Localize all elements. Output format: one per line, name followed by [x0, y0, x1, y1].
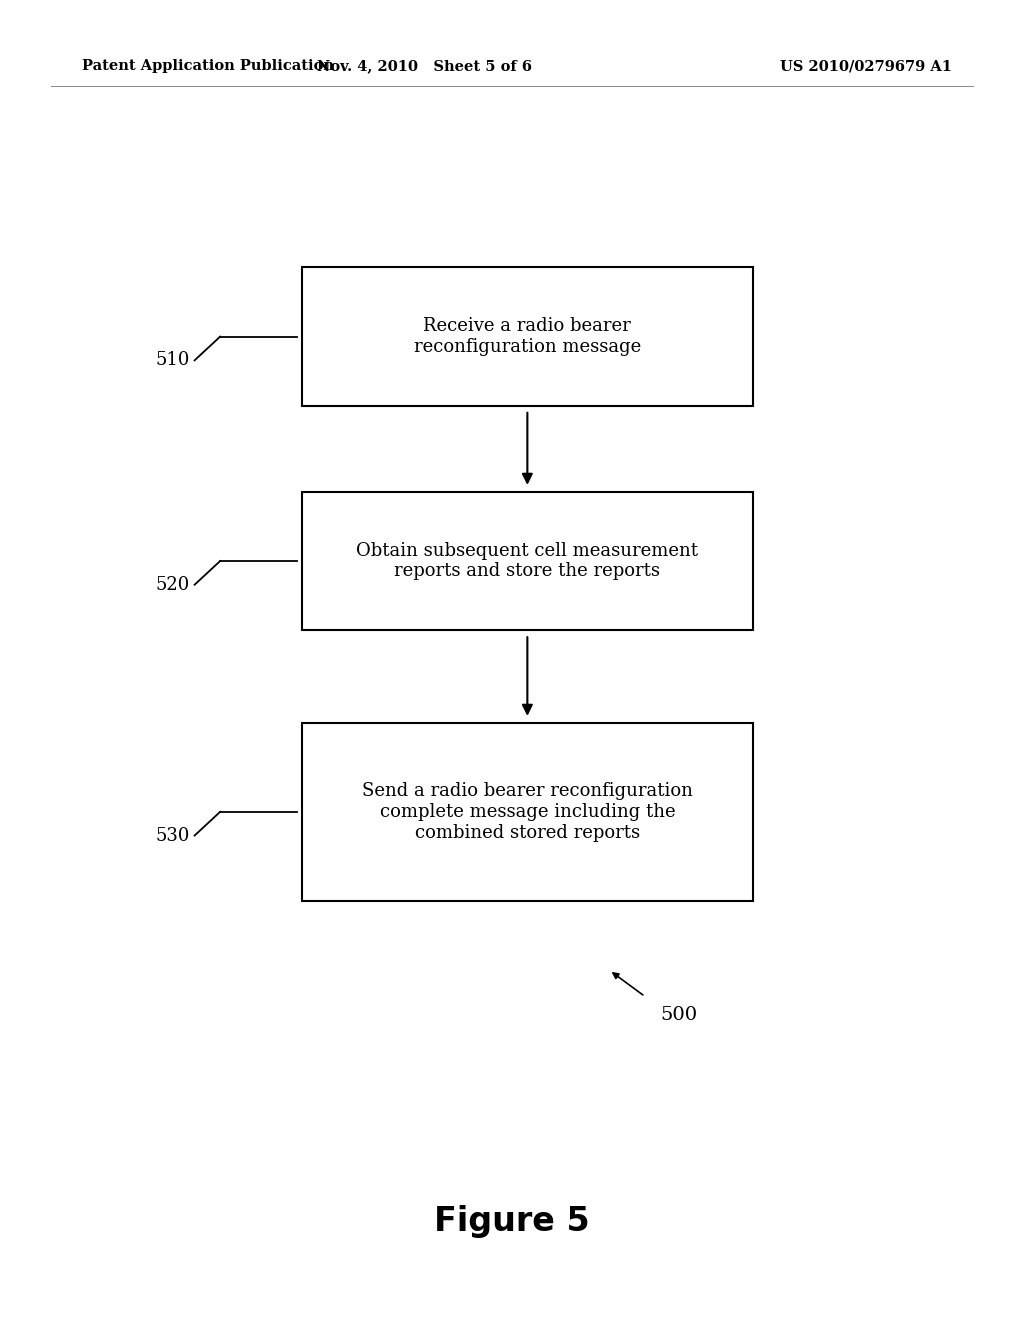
Text: Patent Application Publication: Patent Application Publication: [82, 59, 334, 74]
Text: 500: 500: [660, 1006, 697, 1024]
Text: 520: 520: [156, 576, 189, 594]
FancyBboxPatch shape: [302, 722, 753, 900]
FancyBboxPatch shape: [302, 267, 753, 407]
Text: Figure 5: Figure 5: [434, 1204, 590, 1238]
Text: Receive a radio bearer
reconfiguration message: Receive a radio bearer reconfiguration m…: [414, 317, 641, 356]
Text: Send a radio bearer reconfiguration
complete message including the
combined stor: Send a radio bearer reconfiguration comp…: [361, 781, 693, 842]
Text: Obtain subsequent cell measurement
reports and store the reports: Obtain subsequent cell measurement repor…: [356, 541, 698, 581]
FancyBboxPatch shape: [302, 492, 753, 631]
Text: US 2010/0279679 A1: US 2010/0279679 A1: [780, 59, 952, 74]
Text: 510: 510: [155, 351, 189, 370]
Text: 530: 530: [155, 826, 189, 845]
Text: Nov. 4, 2010   Sheet 5 of 6: Nov. 4, 2010 Sheet 5 of 6: [317, 59, 532, 74]
